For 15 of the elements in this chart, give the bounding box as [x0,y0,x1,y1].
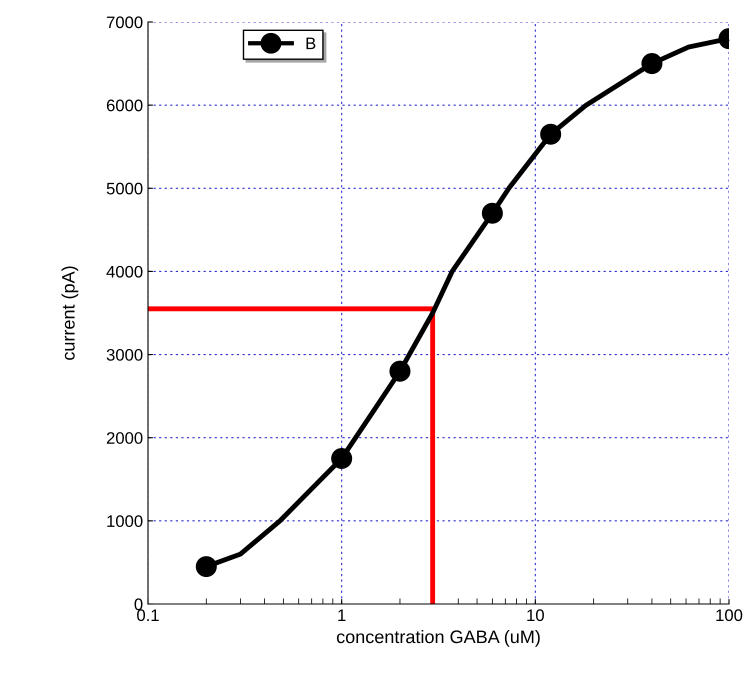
x-tick-label: 1 [338,609,346,621]
y-tick-label: 3000 [106,348,142,361]
x-axis-title: concentration GABA (uM) [336,630,540,647]
y-tick-label: 2000 [106,432,142,444]
x-tick-label: 100 [716,609,742,622]
x-tick-label: 0.1 [137,609,159,622]
x-tick-label: 10 [527,609,544,622]
y-tick-label: 7000 [106,16,142,28]
y-tick-label: 0 [134,598,142,610]
y-tick-label: 6000 [106,100,142,112]
y-axis-title: current (pA) [61,266,78,360]
y-tick-label: 5000 [106,182,142,194]
y-tick-label: 4000 [106,266,142,278]
legend-label: B [306,38,316,50]
y-tick-label: 1000 [107,515,142,528]
